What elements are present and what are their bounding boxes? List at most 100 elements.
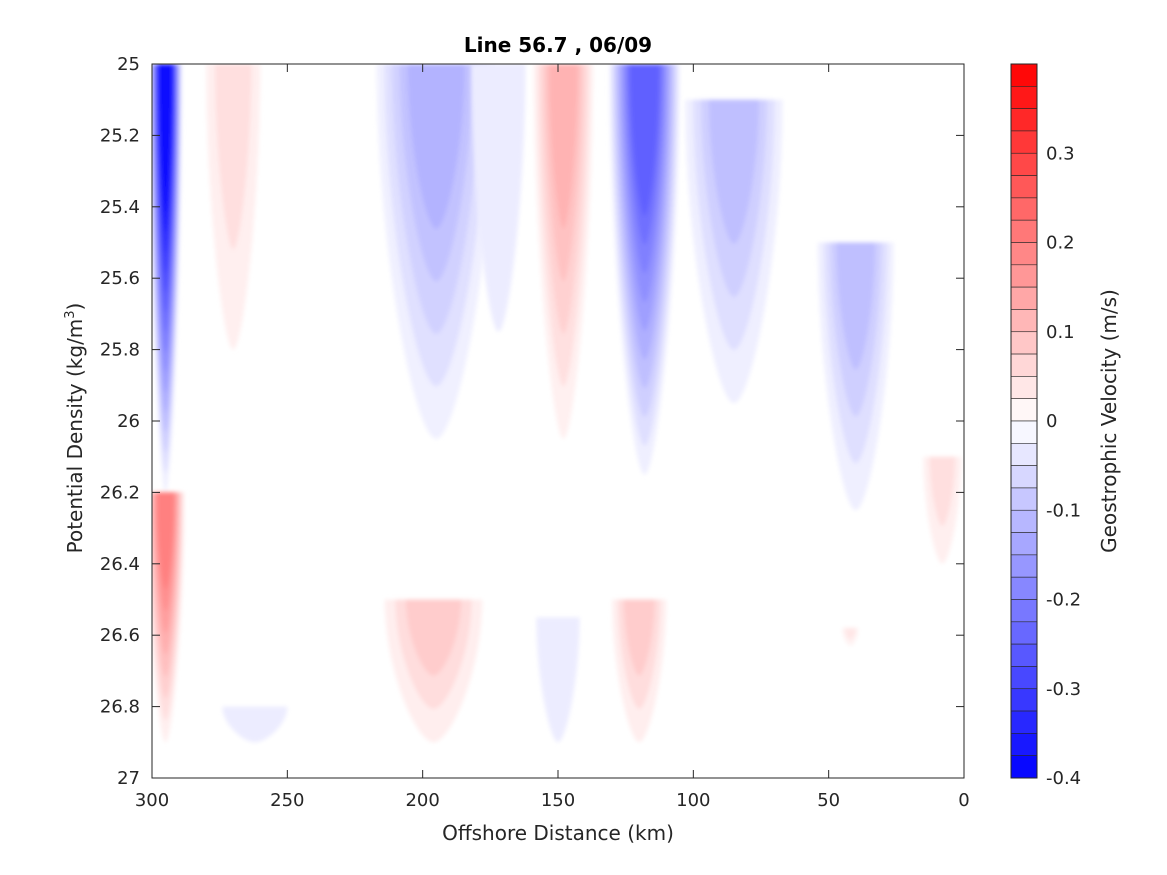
colorbar-level	[1010, 554, 1038, 578]
colorbar-level	[1010, 710, 1038, 734]
y-tick-label: 25.8	[100, 340, 140, 361]
colorbar-level	[1010, 621, 1038, 645]
colorbar-level	[1010, 130, 1038, 154]
colorbar-level	[1010, 643, 1038, 667]
colorbar-level	[1010, 755, 1038, 779]
y-axis-label-close: )	[63, 303, 87, 311]
contour-level	[836, 242, 876, 370]
contour-offshore-positive-band	[206, 64, 261, 350]
colorbar-level	[1010, 175, 1038, 199]
colorbar-level	[1010, 599, 1038, 623]
x-tick-label: 0	[958, 790, 969, 811]
x-axis-ticks: 300 250 200 150 100 50 0	[135, 64, 970, 811]
y-tick-label: 25	[117, 54, 140, 75]
colorbar-level	[1010, 443, 1038, 466]
contour-level	[536, 617, 580, 743]
colorbar-level	[1010, 331, 1038, 355]
x-axis-label: Offshore Distance (km)	[442, 821, 674, 845]
colorbar-frame	[1010, 63, 1038, 779]
y-axis-ticks: 25 25.2 25.4 25.6 25.8 26 26.2 26.4 26.6 26.8 27	[100, 54, 964, 789]
colorbar-level	[1010, 242, 1038, 266]
y-tick-label: 25.2	[100, 125, 140, 146]
colorbar-tick-label: 0.2	[1046, 233, 1075, 254]
x-tick-label: 50	[817, 790, 840, 811]
colorbar-level	[1010, 63, 1038, 87]
colorbar-tick-label: -0.3	[1046, 679, 1081, 700]
colorbar-level	[1010, 487, 1038, 511]
y-axis-label: Potential Density (kg/m3)	[63, 303, 87, 554]
colorbar-tick-label: -0.4	[1046, 768, 1081, 789]
colorbar-level	[1010, 286, 1038, 310]
colorbar-level	[1010, 398, 1038, 422]
colorbar: -0.4 -0.3 -0.2 -0.1 0 0.1 0.2 0.3	[1010, 63, 1081, 789]
x-tick-label: 250	[270, 790, 304, 811]
colorbar-level	[1010, 376, 1038, 399]
contour-deep-positive-120km	[612, 599, 667, 743]
colorbar-tick-label: 0	[1046, 411, 1057, 432]
colorbar-tick-label: 0.3	[1046, 143, 1075, 164]
colorbar-level	[1010, 219, 1038, 243]
colorbar-tick-label: -0.1	[1046, 500, 1081, 521]
colorbar-level	[1010, 353, 1038, 377]
contour-level	[630, 64, 660, 216]
colorbar-level	[1010, 666, 1038, 690]
colorbar-level	[1010, 576, 1038, 600]
contour-level	[844, 628, 856, 640]
contour-coastal-positive-5km	[923, 456, 962, 564]
contour-deep-positive-195km	[384, 599, 483, 743]
colorbar-level	[1010, 733, 1038, 756]
contour-jet-negative-85km	[685, 99, 783, 404]
colorbar-level	[1010, 420, 1038, 444]
colorbar-level	[1010, 532, 1038, 556]
contour-level	[623, 599, 655, 676]
colorbar-level	[1010, 688, 1038, 712]
contour-jet-negative-118km	[609, 64, 680, 475]
y-tick-label: 26.4	[100, 554, 140, 575]
contour-level	[159, 64, 172, 213]
contour-level	[407, 64, 465, 229]
contour-level	[471, 64, 526, 332]
contour-coastal-negative-40km	[817, 242, 894, 511]
y-axis-label-superscript: 3	[63, 310, 78, 318]
colorbar-level	[1010, 264, 1038, 288]
y-tick-label: 26.2	[100, 482, 140, 503]
colorbar-level	[1010, 509, 1038, 533]
y-tick-label: 26	[117, 411, 140, 432]
contour-level	[222, 706, 288, 743]
contour-deep-negative-150km	[536, 617, 580, 743]
colorbar-level	[1010, 197, 1038, 221]
y-tick-label: 25.4	[100, 197, 140, 218]
colorbar-level	[1010, 108, 1038, 132]
contour-level	[549, 64, 578, 229]
colorbar-level	[1010, 465, 1038, 489]
x-tick-label: 200	[405, 790, 439, 811]
colorbar-tick-label: 0.1	[1046, 322, 1075, 343]
contour-offshore-deep-negative	[222, 706, 288, 743]
y-tick-label: 25.6	[100, 268, 140, 289]
colorbar-level	[1010, 152, 1038, 176]
contour-level	[708, 99, 759, 244]
x-tick-label: 100	[676, 790, 710, 811]
colorbar-level	[1010, 309, 1038, 333]
contour-level	[157, 492, 174, 590]
y-axis-label-text: Potential Density (kg/m	[63, 319, 87, 554]
colorbar-tick-label: -0.2	[1046, 590, 1081, 611]
colorbar-label: Geostrophic Velocity (m/s)	[1097, 289, 1121, 553]
y-tick-label: 27	[117, 768, 140, 789]
velocity-contours	[152, 64, 962, 743]
colorbar-level	[1010, 86, 1038, 109]
contour-offshore-negative-core	[152, 64, 182, 493]
contour-level	[214, 64, 252, 250]
contour-jet-negative-172km	[471, 64, 526, 332]
y-tick-label: 26.6	[100, 625, 140, 646]
contour-offshore-deep-positive	[152, 492, 185, 743]
contour-small-positive-42km	[842, 628, 859, 646]
contour-jet-negative-195km	[376, 64, 496, 439]
x-tick-label: 300	[135, 790, 169, 811]
chart-title: Line 56.7 , 06/09	[464, 33, 652, 57]
contour-jet-positive-148km	[533, 64, 594, 439]
x-tick-label: 150	[541, 790, 575, 811]
y-tick-label: 26.8	[100, 697, 140, 718]
contour-level	[929, 456, 956, 527]
